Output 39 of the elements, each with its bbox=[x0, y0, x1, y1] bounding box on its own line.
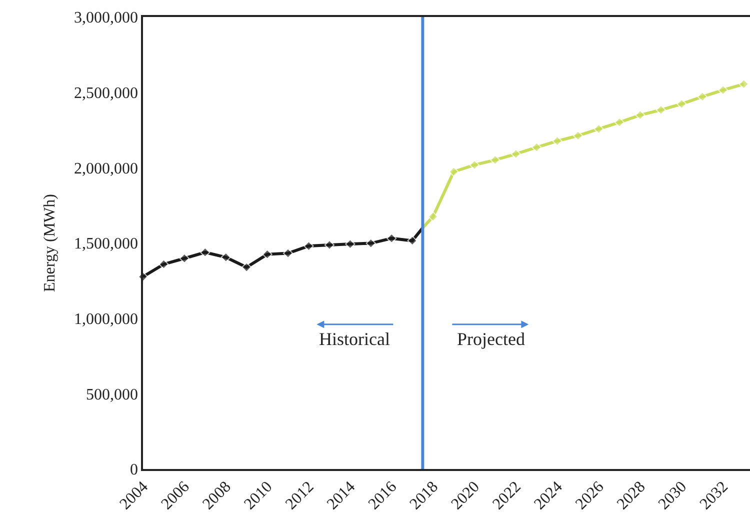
point bbox=[490, 154, 500, 166]
point bbox=[738, 79, 749, 90]
point bbox=[158, 259, 169, 270]
annotation: Projected bbox=[457, 329, 525, 349]
point bbox=[324, 240, 334, 250]
point bbox=[220, 252, 231, 262]
point bbox=[179, 253, 190, 264]
point bbox=[469, 160, 480, 170]
y-tick-label: 1,500,000 bbox=[74, 236, 138, 253]
point bbox=[345, 239, 356, 250]
point bbox=[532, 142, 542, 152]
point bbox=[428, 212, 438, 222]
y-tick-label: 3,000,000 bbox=[74, 10, 138, 27]
point bbox=[594, 124, 604, 134]
y-tick-label: 0 bbox=[130, 462, 138, 479]
point bbox=[282, 248, 294, 258]
point bbox=[262, 249, 272, 260]
point bbox=[573, 130, 584, 141]
point bbox=[635, 110, 646, 120]
y-tick-label: 500,000 bbox=[86, 386, 138, 404]
point bbox=[242, 262, 252, 272]
point bbox=[718, 85, 728, 96]
point bbox=[510, 148, 521, 160]
point bbox=[448, 166, 459, 177]
point bbox=[676, 98, 687, 109]
point bbox=[200, 247, 210, 258]
annotation: Historical bbox=[319, 329, 390, 349]
y-tick-label: 2,500,000 bbox=[74, 84, 138, 102]
y-tick-label: 1,000,000 bbox=[74, 310, 138, 328]
point bbox=[697, 92, 708, 102]
y-axis-title: Energy (MWh) bbox=[41, 194, 58, 292]
point bbox=[552, 136, 562, 146]
point bbox=[386, 233, 397, 244]
point bbox=[304, 240, 314, 252]
point bbox=[656, 104, 666, 116]
point bbox=[366, 238, 376, 248]
point bbox=[614, 117, 625, 128]
point bbox=[407, 236, 418, 246]
y-tick-label: 2,000,000 bbox=[74, 160, 138, 178]
